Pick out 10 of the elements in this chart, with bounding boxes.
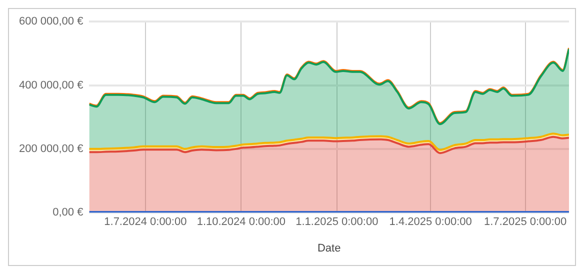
x-axis-title: Date	[317, 242, 341, 254]
y-tick-label: 400 000,00 €	[18, 79, 84, 92]
y-tick-label: 600 000,00 €	[18, 16, 84, 28]
x-tick-label: 1.10.2024 0:00:00	[196, 216, 286, 228]
x-tick-label: 1.1.2025 0:00:00	[296, 216, 378, 228]
x-tick-label: 1.7.2025 0:00:00	[484, 216, 567, 228]
y-tick-label: 200 000,00 €	[18, 142, 84, 155]
x-tick-label: 1.7.2024 0:00:00	[104, 216, 187, 228]
x-tick-label: 1.4.2025 0:00:00	[389, 216, 472, 228]
y-tick-label: 0,00 €	[52, 206, 84, 219]
